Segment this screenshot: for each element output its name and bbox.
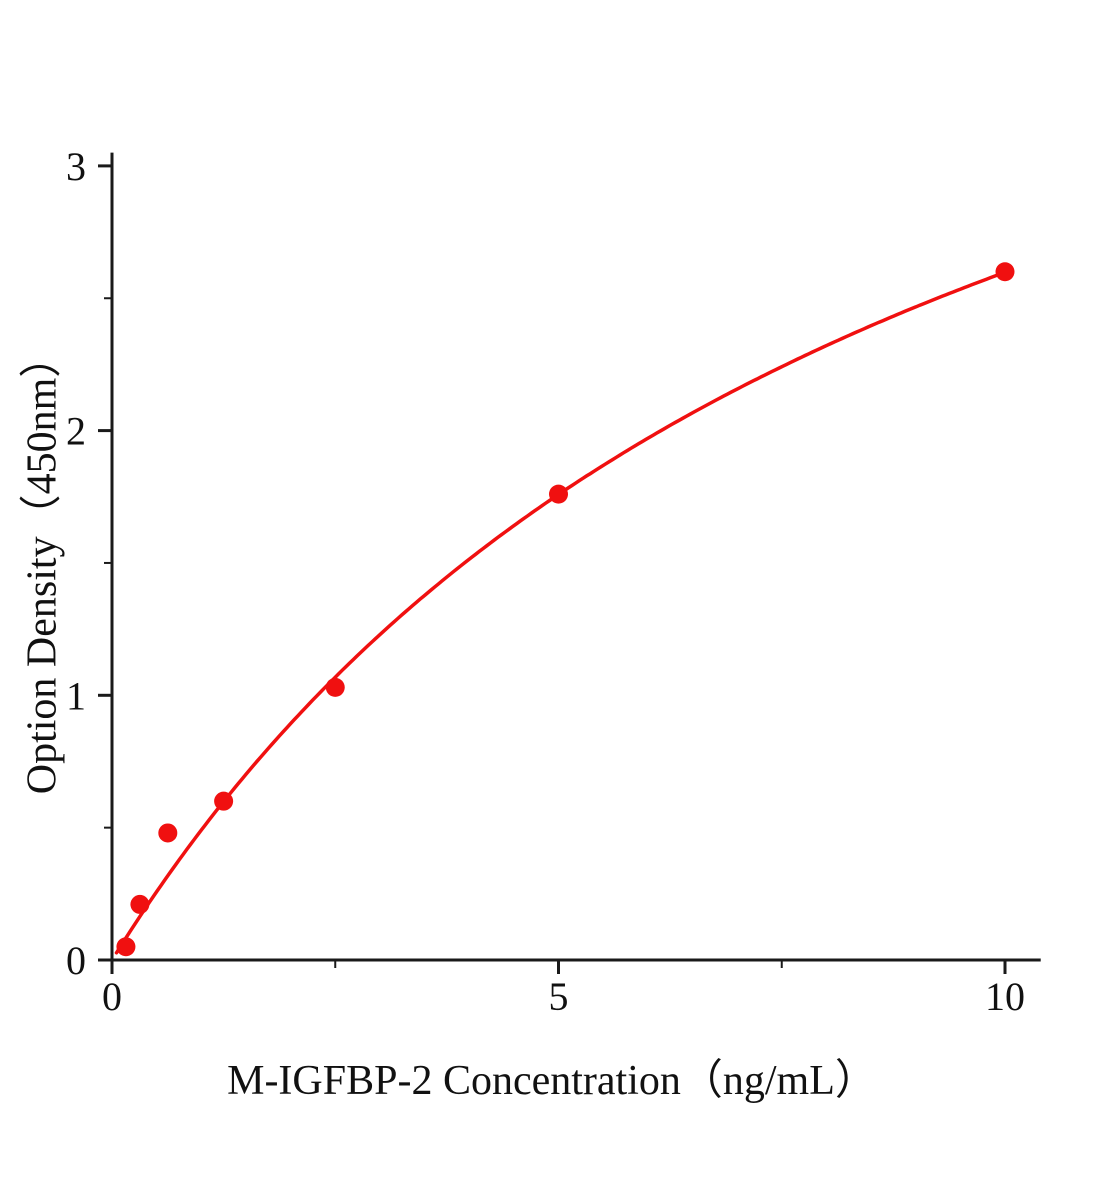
y-axis-title: Option Density（450nm） — [19, 335, 66, 795]
data-point — [158, 823, 178, 843]
data-point — [130, 894, 150, 914]
fit-curve — [114, 270, 1007, 955]
y-tick-label: 3 — [66, 144, 86, 189]
x-tick-label: 10 — [985, 974, 1025, 1019]
data-point — [325, 677, 345, 697]
y-tick-label: 1 — [66, 673, 86, 718]
data-point — [995, 262, 1015, 282]
x-tick-label: 5 — [549, 974, 569, 1019]
x-axis-title: M-IGFBP-2 Concentration（ng/mL） — [227, 1058, 877, 1104]
data-point — [549, 484, 568, 504]
y-tick-label: 2 — [66, 409, 86, 454]
data-point — [214, 791, 234, 811]
y-tick-label: 0 — [66, 938, 86, 983]
data-point — [116, 937, 136, 957]
x-tick-label: 0 — [102, 974, 122, 1019]
